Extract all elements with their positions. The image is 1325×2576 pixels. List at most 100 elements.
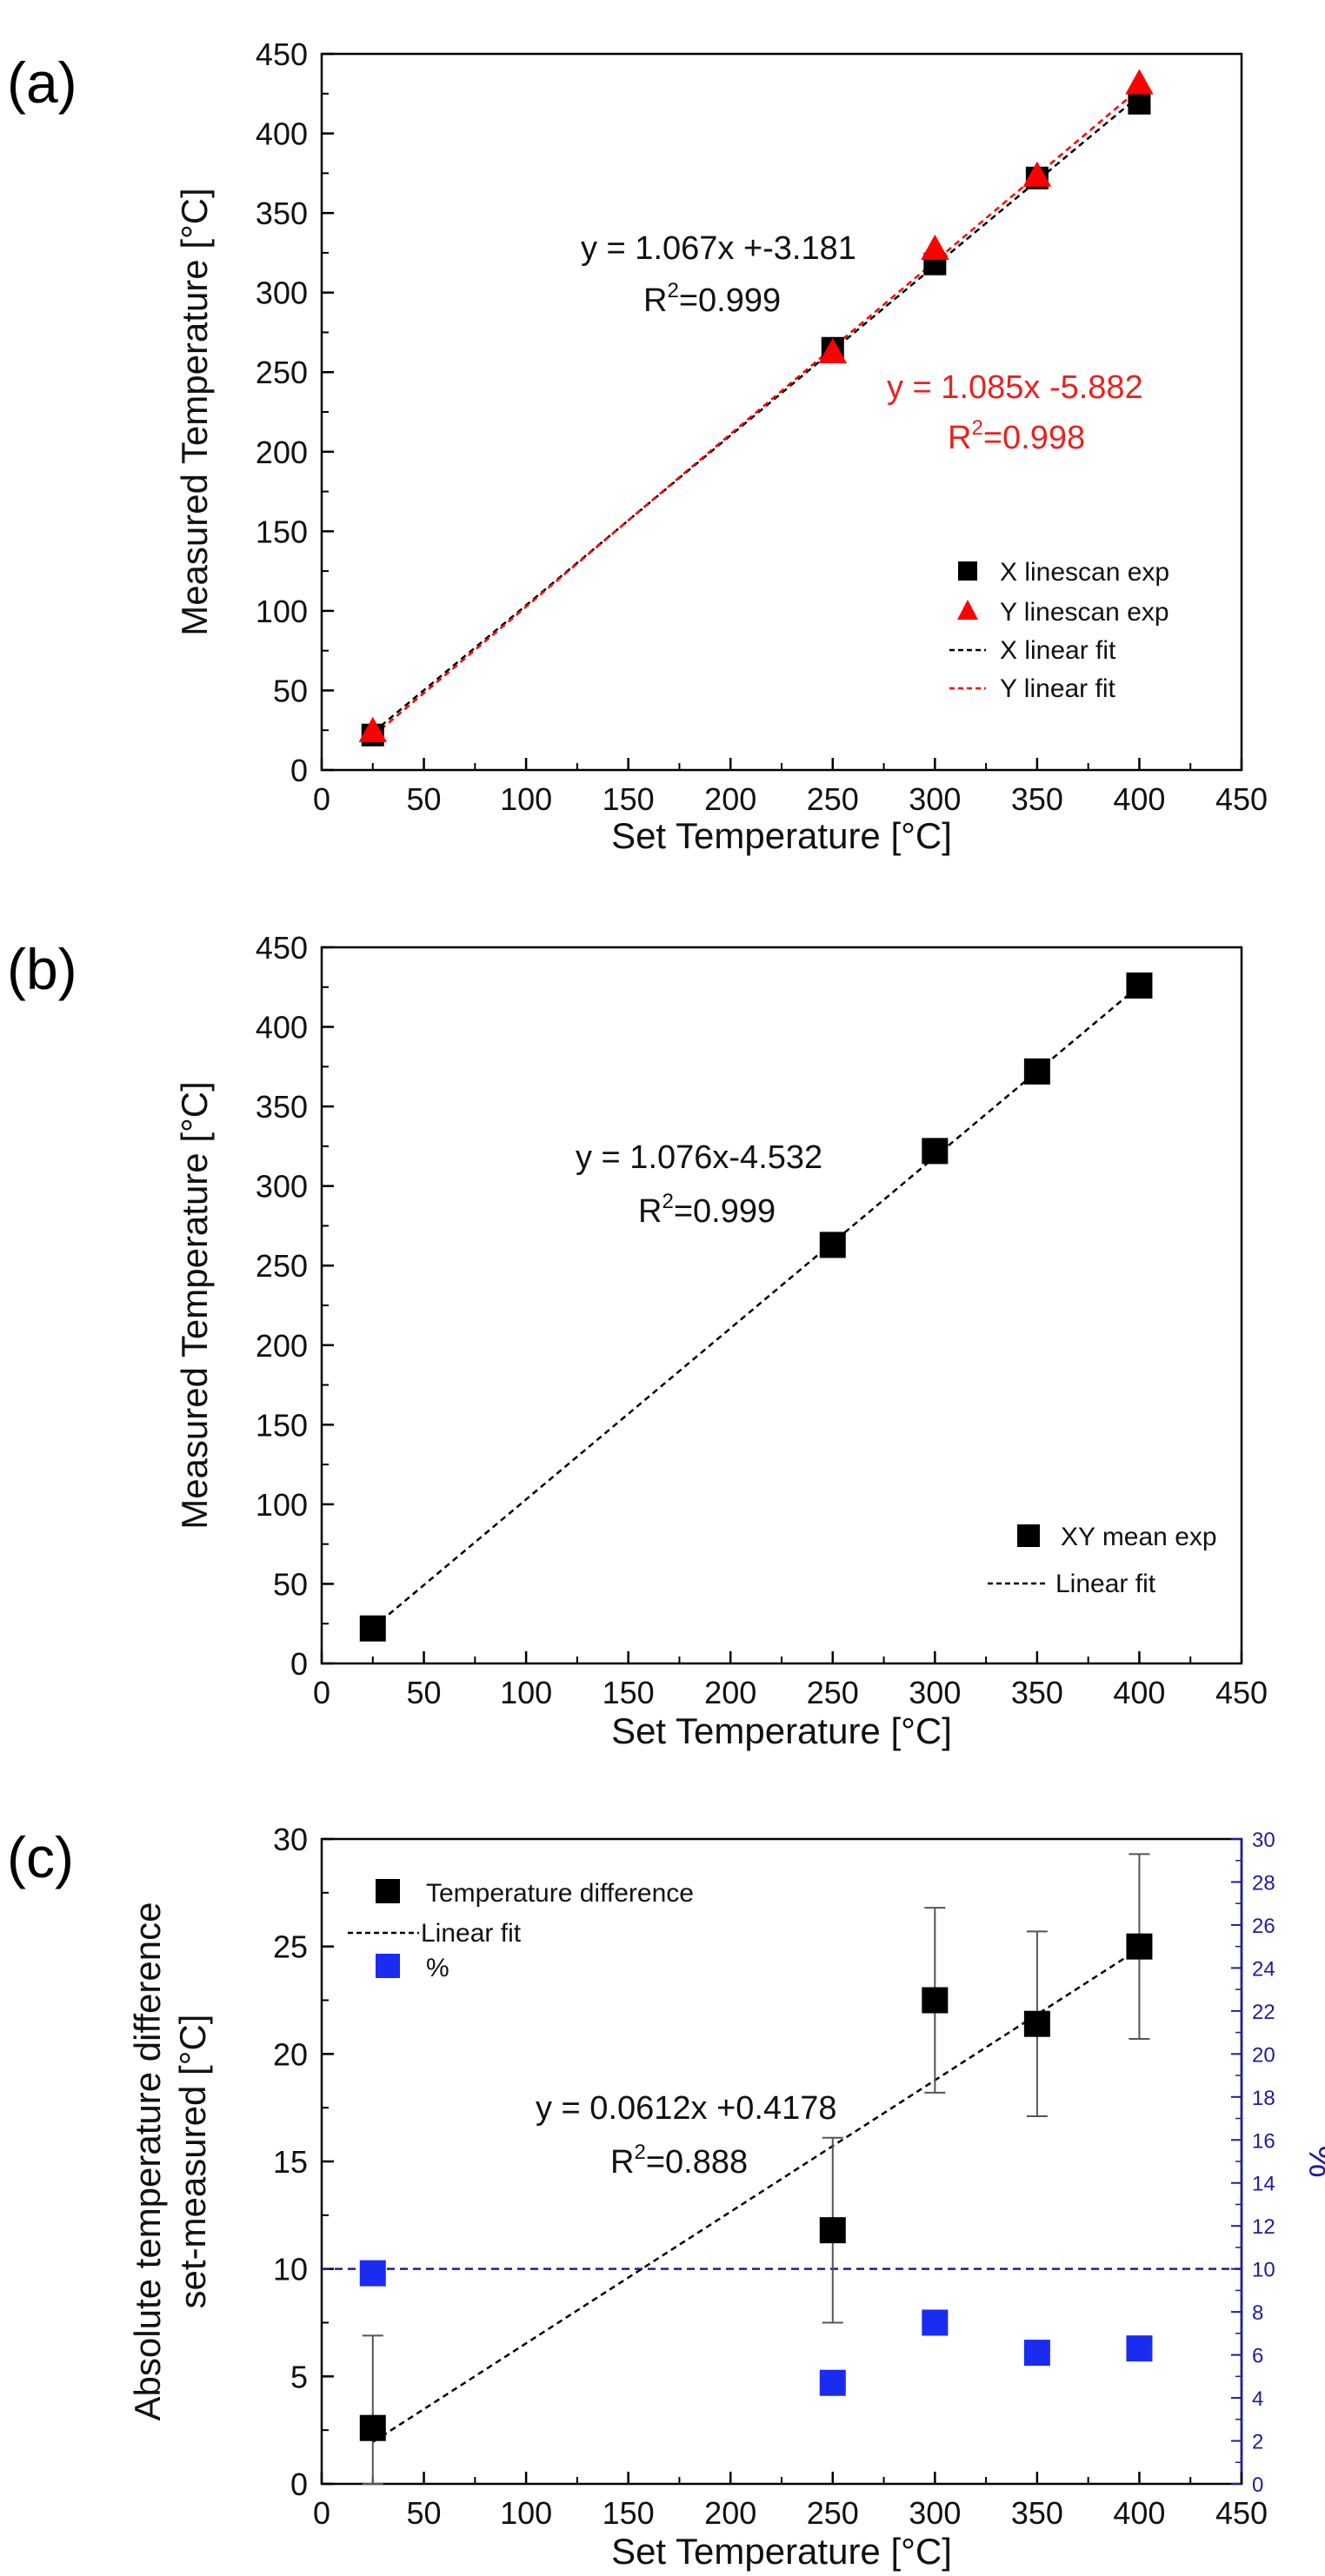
- panel-a-r2-y-sup: 2: [971, 416, 982, 440]
- x-tick-label: 0: [313, 2495, 330, 2531]
- panel-a-fit-lines: [371, 88, 1141, 738]
- data-point-triangle: [1022, 161, 1052, 187]
- panel-b-r2-value: =0.999: [674, 1193, 776, 1230]
- x-tick-label: 350: [1011, 781, 1063, 817]
- y-tick-label: 350: [256, 1089, 308, 1125]
- x-tick-label: 450: [1215, 781, 1268, 817]
- legend-y-linescan-label: Y linescan exp: [1000, 598, 1169, 627]
- panel-b-ticks: 0 50 100 150 200 250 300 350 400 450 0 50 100 150 200 2…: [256, 930, 1268, 1710]
- y-tick-label: 0: [290, 753, 308, 788]
- panel-a-y-axis-label: Measured Temperature [°C]: [174, 188, 215, 636]
- y2-tick-label: 24: [1252, 1957, 1275, 1981]
- y-tick-label: 150: [256, 1407, 308, 1443]
- panel-b-label: (b): [7, 937, 77, 1001]
- x-tick-label: 150: [603, 2495, 655, 2531]
- panel-a-r2-y: R2=0.998: [948, 416, 1085, 456]
- panel-b-markers: [359, 972, 1153, 1642]
- y2-tick-label: 22: [1252, 2001, 1275, 2024]
- data-point-square: [922, 2309, 949, 2336]
- legend-y-linescan-marker: [957, 600, 978, 620]
- panel-a-eq-x: y = 1.067x +-3.181: [581, 230, 856, 267]
- legend-xy-mean-label: XY mean exp: [1061, 1523, 1217, 1551]
- data-point-square: [819, 2369, 846, 2396]
- x-tick-label: 400: [1113, 781, 1165, 817]
- legend-x-fit-label: X linear fit: [1000, 636, 1116, 665]
- panel-a-eq-y: y = 1.085x -5.882: [887, 369, 1143, 406]
- data-point-square: [359, 2260, 386, 2287]
- panel-c-markers: [359, 1853, 1153, 2485]
- data-point-square: [922, 1138, 949, 1165]
- y-tick-label: 20: [273, 2036, 308, 2072]
- x-tick-label: 50: [407, 781, 442, 817]
- panel-a-r2-y-value: =0.998: [983, 420, 1085, 456]
- y2-tick-label: 14: [1252, 2173, 1275, 2196]
- legend-temp-diff-marker: [376, 1879, 400, 1903]
- panel-b-r2: R2=0.999: [638, 1190, 776, 1230]
- y2-tick-label: 16: [1252, 2129, 1275, 2153]
- x-tick-label: 250: [807, 781, 859, 817]
- y-tick-label: 250: [256, 1248, 308, 1284]
- data-point-triangle: [358, 716, 388, 742]
- legend-x-linescan-label: X linescan exp: [1000, 558, 1169, 587]
- legend-c-fit-label: Linear fit: [421, 1919, 522, 1948]
- panel-a-markers: [358, 69, 1154, 747]
- data-point-square: [1023, 1058, 1050, 1085]
- x-tick-label: 300: [909, 2495, 961, 2531]
- panel-a-r2-x-value: =0.999: [679, 282, 781, 319]
- y-tick-label: 450: [256, 37, 308, 72]
- y2-tick-label: 20: [1252, 2043, 1275, 2067]
- panel-b-r2-sup: 2: [662, 1190, 673, 1213]
- x-tick-label: 200: [704, 781, 756, 817]
- y-tick-label: 100: [256, 1487, 308, 1523]
- y-tick-label: 15: [273, 2144, 308, 2180]
- data-point-square: [1023, 2340, 1050, 2367]
- panel-c-r2-sup: 2: [634, 2141, 645, 2164]
- y2-tick-label: 10: [1252, 2259, 1275, 2282]
- data-point-square: [922, 1987, 949, 2014]
- panel-c-r2: R2=0.888: [610, 2141, 748, 2181]
- y-tick-label: 200: [256, 435, 308, 470]
- y2-tick-label: 8: [1252, 2301, 1263, 2325]
- panel-a-r2-y-r: R: [948, 420, 971, 456]
- legend-percent-label: %: [426, 1954, 449, 1982]
- panel-c-y-axis-label-line1: Absolute temperature difference: [127, 1902, 168, 2421]
- panel-c-y2-axis-label: %: [1302, 2145, 1325, 2177]
- panel-a-x-axis-label: Set Temperature [°C]: [611, 815, 952, 856]
- data-point-triangle: [818, 337, 848, 364]
- y2-tick-label: 30: [1252, 1829, 1275, 1852]
- panel-c-legend: Temperature difference Linear fit %: [348, 1879, 694, 1982]
- x-tick-label: 250: [807, 2495, 859, 2531]
- panel-b-y-axis-label: Measured Temperature [°C]: [174, 1081, 215, 1530]
- x-tick-label: 250: [807, 1675, 859, 1710]
- y2-tick-label: 26: [1252, 1915, 1275, 1938]
- panel-c: (c) 0 50 100 150 200 250 300 350 400 450051015202…: [7, 1822, 1325, 2572]
- x-tick-label: 450: [1215, 1675, 1268, 1710]
- y-tick-label: 300: [256, 1169, 308, 1205]
- data-point-triangle: [1125, 69, 1154, 95]
- data-point-square: [1128, 91, 1151, 115]
- x-tick-label: 200: [704, 1675, 756, 1710]
- data-point-square: [819, 2217, 846, 2244]
- y-tick-label: 0: [290, 1646, 308, 1682]
- legend-y-fit-label: Y linear fit: [1000, 674, 1116, 703]
- y2-tick-label: 28: [1252, 1871, 1275, 1895]
- y-tick-label: 30: [273, 1822, 308, 1857]
- y-tick-label: 150: [256, 514, 308, 549]
- panel-c-fit-lines: [322, 1948, 1242, 2443]
- data-point-square: [359, 2414, 386, 2441]
- y2-tick-label: 2: [1252, 2431, 1263, 2454]
- panel-b-eq: y = 1.076x-4.532: [576, 1139, 822, 1176]
- data-point-square: [1126, 1933, 1153, 1960]
- fit-line: [371, 88, 1141, 738]
- y-tick-label: 350: [256, 196, 308, 231]
- legend-fit-label: Linear fit: [1055, 1570, 1156, 1598]
- x-tick-label: 300: [909, 1675, 961, 1710]
- x-tick-label: 150: [603, 1675, 655, 1710]
- panel-b-legend: XY mean exp Linear fit: [988, 1523, 1217, 1598]
- x-tick-label: 100: [500, 1675, 552, 1710]
- panel-c-x-axis-label: Set Temperature [°C]: [611, 2531, 952, 2572]
- y2-tick-label: 4: [1252, 2387, 1263, 2411]
- panel-c-eq: y = 0.0612x +0.4178: [536, 2090, 837, 2127]
- x-tick-label: 450: [1215, 2495, 1268, 2531]
